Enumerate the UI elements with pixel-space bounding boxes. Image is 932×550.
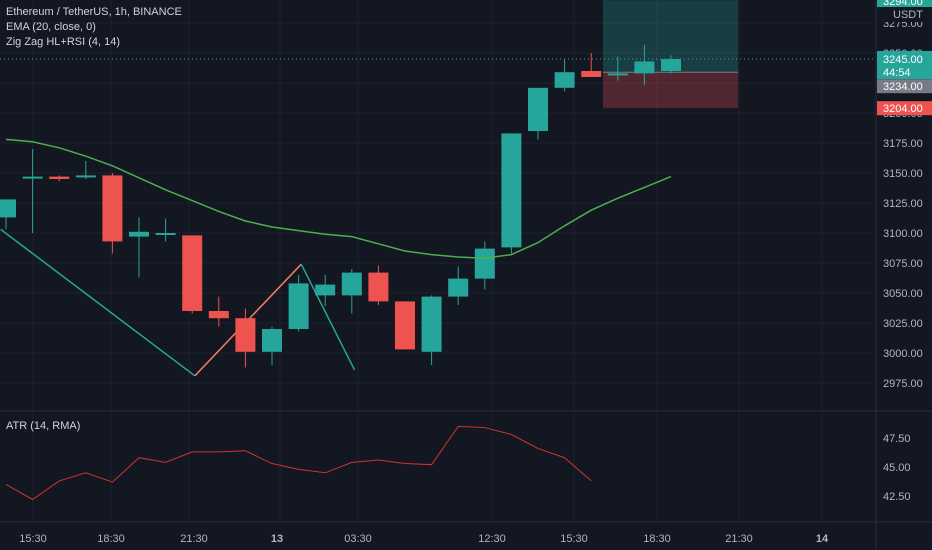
price-tick: 3125.00: [883, 198, 923, 210]
candle-body: [341, 272, 362, 296]
zigzag-segment: [0, 228, 196, 377]
price-tick: 3075.00: [883, 258, 923, 270]
candle-body: [421, 296, 442, 352]
time-label: 21:30: [725, 533, 753, 545]
candle-body: [75, 175, 96, 178]
candle-body: [368, 272, 389, 302]
atr-legend[interactable]: ATR (14, RMA): [6, 420, 81, 432]
price-axis[interactable]: 3275.003250.003225.003200.003175.003150.…: [877, 0, 932, 390]
price-tick: 3175.00: [883, 138, 923, 150]
candle-body: [182, 235, 203, 311]
time-label: 12:30: [478, 533, 506, 545]
target-price-tag-bg: [877, 0, 932, 7]
stop-price-tag: 3204.00: [883, 103, 923, 115]
time-label: 18:30: [97, 533, 125, 545]
candle-body: [474, 248, 495, 279]
time-axis[interactable]: 15:30 18:30 21:30 13 03:30 12:30 15:30 18:30 21:…: [19, 533, 829, 545]
candle-body: [129, 231, 149, 237]
candle-body: [501, 133, 522, 248]
ema-path: [5, 138, 672, 259]
price-tick: 3150.00: [883, 168, 923, 180]
candle-body: [102, 175, 123, 242]
candle-body: [262, 329, 282, 352]
candles[interactable]: [0, 44, 681, 368]
ema-legend[interactable]: EMA (20, close, 0): [6, 21, 96, 33]
candle-body: [22, 176, 43, 179]
atr-path: [5, 425, 592, 501]
price-tick: 3100.00: [883, 228, 923, 240]
ema-line: [0, 58, 876, 259]
current-price-bg: [877, 51, 932, 79]
time-label: 13: [271, 533, 283, 545]
stop-price-tag-bg: [877, 101, 932, 116]
price-tick: 3050.00: [883, 288, 923, 300]
time-label: 15:30: [19, 533, 47, 545]
candle-body: [448, 278, 469, 297]
price-tick: 2975.00: [883, 378, 923, 390]
unit-label: USDT: [893, 9, 923, 21]
time-label: 21:30: [180, 533, 208, 545]
legend: Ethereum / TetherUS, 1h, BINANCE EMA (20…: [6, 5, 182, 50]
long-position-tool[interactable]: [603, 0, 738, 109]
price-tick: 3025.00: [883, 318, 923, 330]
candle-body: [581, 71, 602, 77]
price-tick: 3000.00: [883, 348, 923, 360]
candle-body: [288, 283, 309, 329]
atr-tick: 45.00: [883, 462, 911, 474]
current-price-tag: 3245.00: [883, 54, 923, 66]
candle-body: [208, 311, 229, 319]
candle-body: [395, 301, 415, 350]
atr-pane: [5, 425, 592, 501]
time-label: 15:30: [560, 533, 588, 545]
atr-axis[interactable]: 47.50 45.00 42.50: [883, 433, 911, 503]
candle-body: [49, 176, 70, 179]
time-label: 14: [816, 533, 829, 545]
candle-body: [155, 233, 176, 235]
zigzag-segment: [300, 263, 356, 371]
zigzag-legend[interactable]: Zig Zag HL+RSI (4, 14): [6, 36, 121, 48]
candle-body: [0, 199, 16, 218]
candle-body: [315, 284, 336, 296]
candle-body: [607, 73, 628, 76]
atr-tick: 47.50: [883, 433, 911, 445]
candle-body: [528, 87, 548, 131]
candle-body: [634, 61, 655, 74]
candle-body: [235, 318, 256, 352]
target-price-tag: 3294.00: [883, 0, 923, 8]
candle-body: [661, 59, 681, 71]
loss-zone: [603, 72, 738, 109]
atr-tick: 42.50: [883, 491, 911, 503]
countdown-label: 44:54: [883, 67, 911, 79]
time-label: 18:30: [643, 533, 671, 545]
time-label: 03:30: [344, 533, 372, 545]
entry-price-tag: 3234.00: [883, 81, 923, 93]
candle-body: [554, 72, 575, 88]
symbol-title[interactable]: Ethereum / TetherUS, 1h, BINANCE: [6, 6, 182, 18]
entry-price-tag-bg: [877, 79, 932, 94]
